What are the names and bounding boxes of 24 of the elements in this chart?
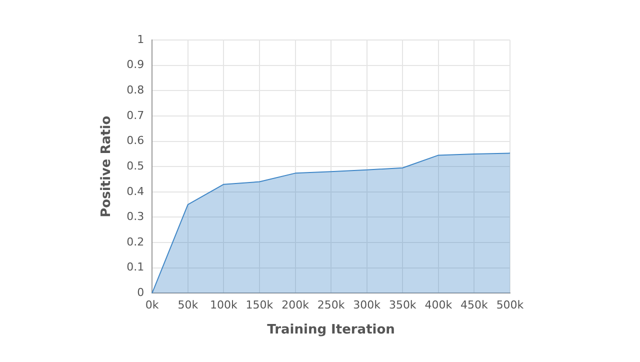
- y-tick-label: 0.9: [126, 58, 144, 72]
- x-tick-label: 450k: [460, 298, 489, 312]
- x-tick-label: 150k: [246, 298, 274, 312]
- x-tick-label: 50k: [178, 298, 199, 312]
- x-axis-title: Training Iteration: [267, 322, 395, 338]
- x-tick-label: 250k: [317, 298, 346, 312]
- y-tick-label: 0.5: [126, 159, 144, 172]
- x-tick-label: 350k: [388, 298, 417, 312]
- x-tick-label: 0k: [145, 298, 160, 312]
- y-axis-title: Positive Ratio: [99, 116, 114, 218]
- y-tick-label: 0.4: [126, 184, 144, 198]
- y-tick-label: 1: [137, 32, 144, 46]
- x-tick-label: 100k: [210, 298, 238, 312]
- y-tick-label: 0: [137, 286, 144, 300]
- y-tick-label: 0.7: [126, 108, 144, 122]
- y-tick-label: 0.1: [126, 260, 144, 274]
- x-tick-label: 500k: [496, 298, 524, 312]
- y-tick-label: 0.2: [126, 235, 144, 248]
- x-tick-label: 200k: [282, 298, 310, 312]
- x-tick-label: 400k: [424, 298, 453, 312]
- y-tick-label: 0.8: [126, 84, 144, 96]
- y-tick-label: 0.3: [126, 210, 144, 224]
- x-tick-label: 300k: [353, 298, 382, 312]
- y-tick-label: 0.6: [126, 134, 144, 148]
